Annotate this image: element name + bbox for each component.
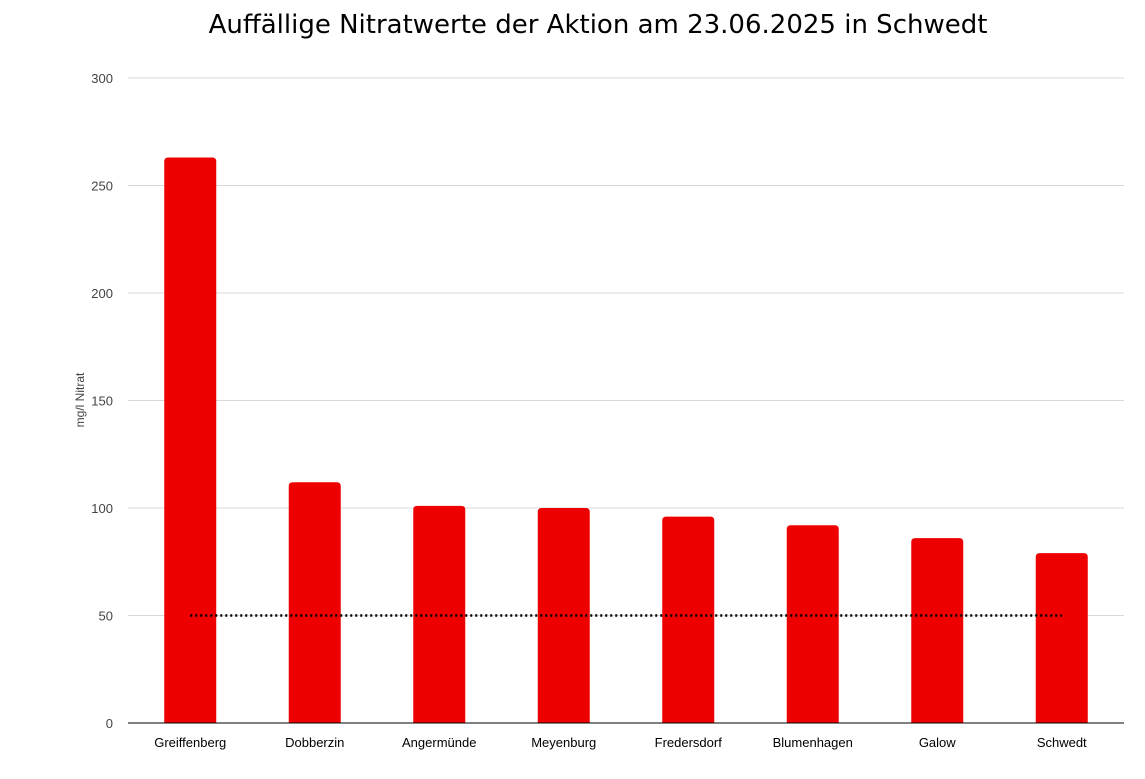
x-category-label: Blumenhagen <box>773 735 853 750</box>
y-axis-label: mg/l Nitrat <box>73 372 87 427</box>
bar-greiffenberg <box>164 157 217 724</box>
chart-title: Auffällige Nitratwerte der Aktion am 23.… <box>209 10 988 40</box>
x-category-label: Fredersdorf <box>655 735 723 750</box>
x-category-label: Angermünde <box>402 735 476 750</box>
x-category-label: Meyenburg <box>531 735 596 750</box>
bar-dobberzin <box>288 482 341 723</box>
y-tick-label: 150 <box>91 394 113 409</box>
y-tick-label: 250 <box>91 179 113 194</box>
bar-meyenburg <box>537 508 590 723</box>
bar-fredersdorf <box>662 516 715 723</box>
x-category-label: Galow <box>919 735 956 750</box>
bar-blumenhagen <box>786 525 839 723</box>
y-tick-label: 300 <box>91 71 113 86</box>
bar-schwedt <box>1035 553 1088 723</box>
y-tick-label: 0 <box>106 716 113 731</box>
x-category-label: Dobberzin <box>285 735 344 750</box>
x-category-label: Schwedt <box>1037 735 1087 750</box>
y-tick-label: 100 <box>91 501 113 516</box>
gridlines <box>128 77 1124 616</box>
y-axis-ticks: 0 50 100 150 200 250 300 <box>91 71 113 731</box>
y-tick-label: 50 <box>99 609 113 624</box>
bar-angermünde <box>413 505 466 723</box>
bar-galow <box>911 538 964 723</box>
x-axis-category-labels: Greiffenberg Dobberzin Angermünde Meyenburg… <box>154 735 1087 750</box>
bars <box>164 157 1088 724</box>
y-tick-label: 200 <box>91 286 113 301</box>
x-category-label: Greiffenberg <box>154 735 226 750</box>
